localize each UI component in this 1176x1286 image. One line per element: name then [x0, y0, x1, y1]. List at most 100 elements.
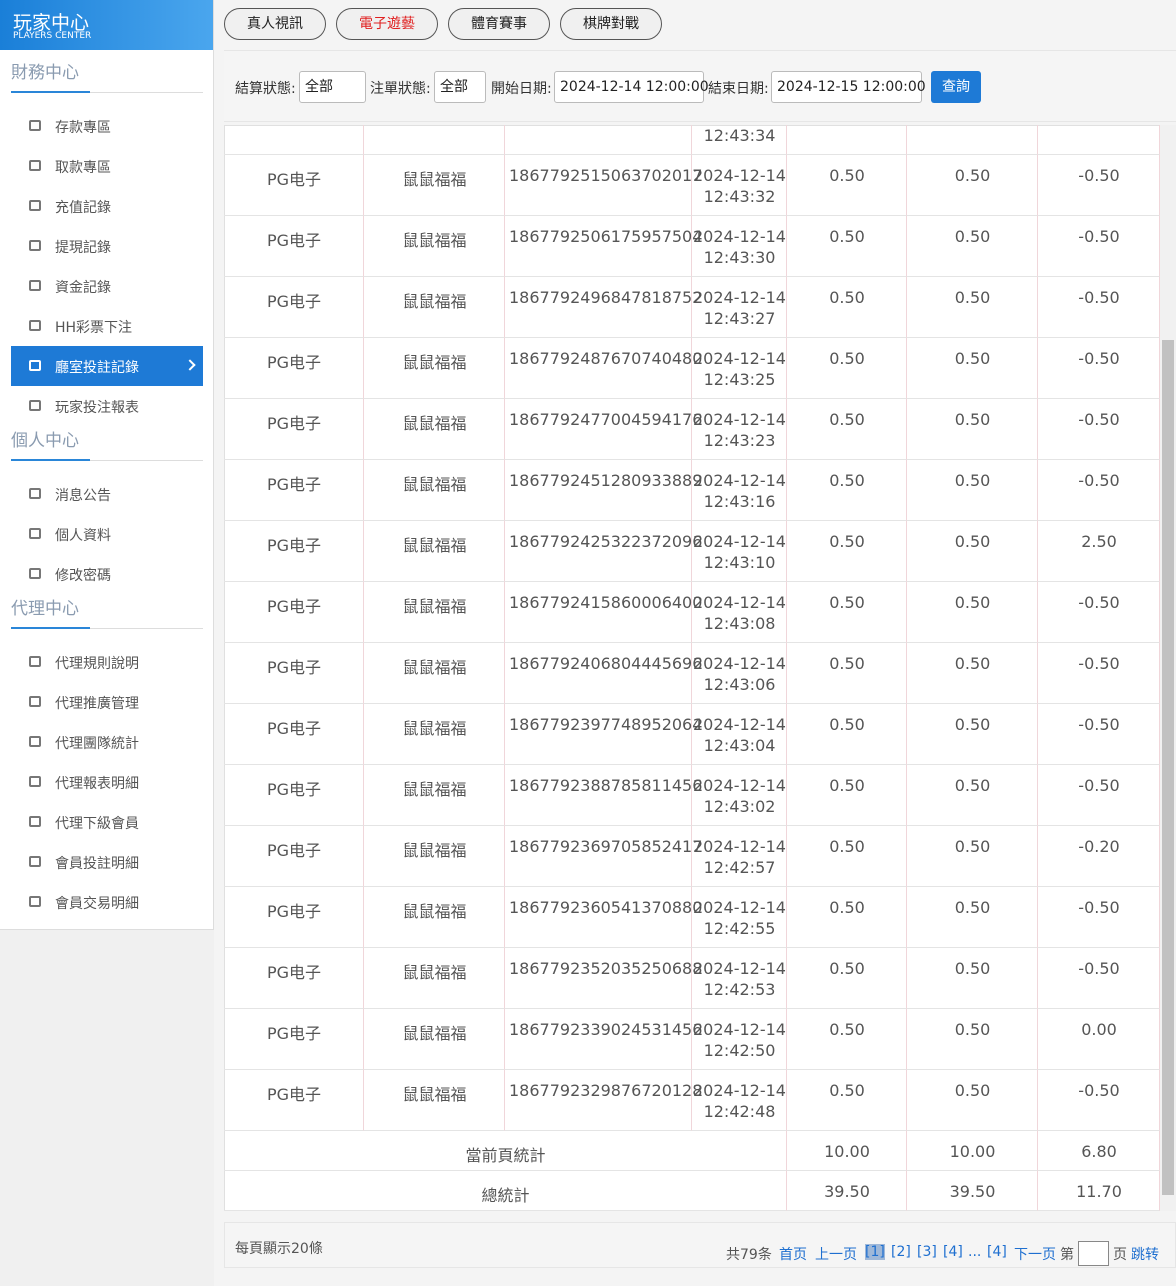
- cell: [787, 277, 907, 338]
- cell: [224, 521, 364, 582]
- cell: [505, 338, 692, 399]
- cell-text: 1867792339024531456: [509, 1020, 703, 1039]
- menu-item[interactable]: HH彩票下注: [55, 320, 133, 336]
- select[interactable]: 全部: [299, 71, 366, 103]
- cell-text: 2024-12-14: [693, 776, 786, 795]
- cell-text: -0.50: [1078, 715, 1120, 734]
- search-button[interactable]: 查詢: [931, 71, 981, 103]
- cell: [692, 887, 787, 948]
- cell: [364, 704, 505, 765]
- table: [224, 125, 1176, 1211]
- cell: [364, 643, 505, 704]
- menu-item[interactable]: 代理推廣管理: [55, 696, 139, 712]
- menu-item[interactable]: 代理下級會員: [55, 816, 139, 832]
- page[interactable]: [3]: [917, 1244, 937, 1260]
- menu-item[interactable]: 代理團隊統計: [55, 736, 139, 752]
- cell: [907, 582, 1038, 643]
- cell: [224, 1171, 787, 1211]
- cell-text: 1867792397748952064: [509, 715, 703, 734]
- cell: [787, 643, 907, 704]
- menu-item[interactable]: 修改密碼: [55, 568, 111, 584]
- cell: [505, 216, 692, 277]
- page-input[interactable]: [1078, 1241, 1109, 1266]
- menu-item[interactable]: 會員交易明細: [55, 896, 139, 912]
- tab[interactable]: 電子遊藝: [336, 8, 438, 40]
- menu-item[interactable]: 充值記錄: [55, 200, 111, 216]
- cell: [787, 216, 907, 277]
- prev[interactable]: 上一页: [815, 1247, 857, 1263]
- cell-text: 0.50: [954, 593, 991, 612]
- cell-text: 0.50: [829, 227, 865, 246]
- menu-item[interactable]: 會員投註明細: [55, 856, 139, 872]
- first[interactable]: 首页: [779, 1247, 807, 1263]
- cell: [1038, 948, 1160, 1009]
- cell: [224, 338, 364, 399]
- cell: [907, 948, 1038, 1009]
- cell: [364, 826, 505, 887]
- cell-text: 12:43:27: [703, 309, 776, 328]
- page[interactable]: [2]: [891, 1244, 911, 1260]
- cell: [364, 125, 505, 155]
- cell-text: PG电子: [266, 658, 322, 677]
- cell-text: -0.20: [1078, 837, 1120, 856]
- cell: [505, 277, 692, 338]
- page[interactable]: [4]: [943, 1244, 963, 1260]
- cell-text: 12:43:04: [703, 736, 776, 755]
- tab[interactable]: 棋牌對戰: [560, 8, 662, 40]
- cell: [505, 1070, 692, 1131]
- next[interactable]: 下一页: [1014, 1247, 1056, 1263]
- cell: [364, 338, 505, 399]
- cell: [505, 460, 692, 521]
- cell: [692, 521, 787, 582]
- label: 注單狀態:: [370, 81, 431, 97]
- menu-item[interactable]: 取款專區: [55, 160, 111, 176]
- cell-text: 12:43:10: [703, 553, 776, 572]
- date-input[interactable]: 2024-12-15 12:00:00: [771, 71, 926, 103]
- menu-item[interactable]: 代理規則說明: [55, 656, 139, 672]
- menu-item[interactable]: 個人資料: [55, 528, 111, 544]
- menu-active[interactable]: [11, 346, 203, 386]
- cell-text: 2024-12-14: [693, 1020, 786, 1039]
- goto-prefix: 第: [1060, 1247, 1074, 1263]
- tab[interactable]: 真人視訊: [224, 8, 326, 40]
- page[interactable]: [4]: [987, 1244, 1007, 1260]
- summary-value: 10.00: [949, 1142, 996, 1161]
- summary-value: 6.80: [1081, 1142, 1117, 1161]
- cell-text: 0.50: [829, 776, 865, 795]
- cell: [692, 125, 787, 155]
- sidebar: [0, 0, 214, 930]
- cell-text: -0.50: [1078, 288, 1120, 307]
- menu-item[interactable]: 提現記錄: [55, 240, 111, 256]
- cell-text: 0.50: [954, 166, 991, 185]
- cell-text: PG电子: [266, 597, 322, 616]
- select[interactable]: 全部: [434, 71, 486, 103]
- cell-text: -0.50: [1078, 959, 1120, 978]
- menu-item[interactable]: 存款專區: [55, 120, 111, 136]
- cell-text: 0.50: [829, 288, 865, 307]
- sidebar-bg: [0, 930, 214, 1286]
- page[interactable]: ...: [968, 1244, 982, 1260]
- cell: [364, 216, 505, 277]
- cell-text: PG电子: [266, 292, 322, 311]
- menu-item[interactable]: 資金記錄: [55, 280, 111, 296]
- menu-icon: [29, 568, 41, 579]
- cell: [505, 582, 692, 643]
- menu-item[interactable]: 消息公告: [55, 488, 111, 504]
- cell: [1038, 582, 1160, 643]
- cell: [692, 826, 787, 887]
- cell: [224, 948, 364, 1009]
- menu-item[interactable]: 玩家投注報表: [55, 400, 139, 416]
- cell-text: 12:43:06: [703, 675, 776, 694]
- cell-text: -0.50: [1078, 227, 1120, 246]
- tab[interactable]: 體育賽事: [448, 8, 550, 40]
- cell: [787, 1070, 907, 1131]
- menu-item[interactable]: 代理報表明細: [55, 776, 139, 792]
- jump[interactable]: 跳转: [1131, 1247, 1159, 1263]
- menu-item[interactable]: 廳室投註記錄: [55, 360, 139, 376]
- cell-text: 0.50: [954, 715, 991, 734]
- date-input[interactable]: 2024-12-14 12:00:00: [554, 71, 709, 103]
- page[interactable]: [1]: [865, 1244, 885, 1260]
- label: 結算狀態:: [235, 81, 296, 97]
- menu-icon: [29, 280, 41, 291]
- menu-icon: [29, 360, 41, 371]
